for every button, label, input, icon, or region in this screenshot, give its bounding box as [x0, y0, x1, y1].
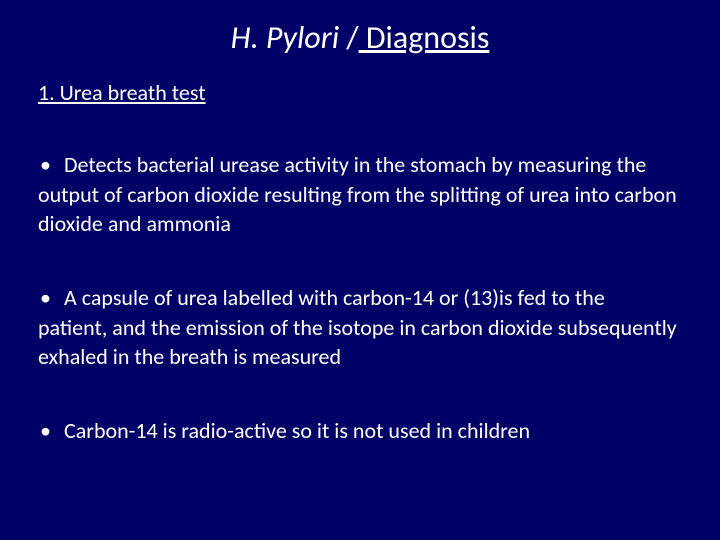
- bullet-first-line: •Detects bacterial urease activity in th…: [38, 150, 682, 180]
- title-underlined: Diagnosis: [359, 18, 490, 57]
- title-slash: /: [346, 18, 358, 57]
- bullet-rest: output of carbon dioxide resulting from …: [38, 180, 682, 239]
- bullet-marker-icon: •: [38, 150, 64, 180]
- bullet-rest: patient, and the emission of the isotope…: [38, 313, 682, 372]
- title-italic: H. Pylori: [231, 18, 347, 57]
- bullet-marker-icon: •: [38, 283, 64, 313]
- bullet-item: •Detects bacterial urease activity in th…: [38, 150, 682, 239]
- subtitle: 1. Urea breath test: [38, 79, 682, 106]
- bullet-text: A capsule of urea labelled with carbon-1…: [64, 284, 605, 311]
- bullet-marker-icon: •: [38, 416, 64, 446]
- slide-container: H. Pylori / Diagnosis 1. Urea breath tes…: [0, 0, 720, 540]
- bullet-text: Carbon-14 is radio-active so it is not u…: [64, 417, 530, 444]
- bullet-text: Detects bacterial urease activity in the…: [64, 151, 646, 178]
- bullet-item: •A capsule of urea labelled with carbon-…: [38, 283, 682, 372]
- slide-title: H. Pylori / Diagnosis: [88, 18, 632, 57]
- bullet-first-line: •A capsule of urea labelled with carbon-…: [38, 283, 682, 313]
- bullet-item: •Carbon-14 is radio-active so it is not …: [38, 416, 682, 446]
- bullet-first-line: •Carbon-14 is radio-active so it is not …: [38, 416, 682, 446]
